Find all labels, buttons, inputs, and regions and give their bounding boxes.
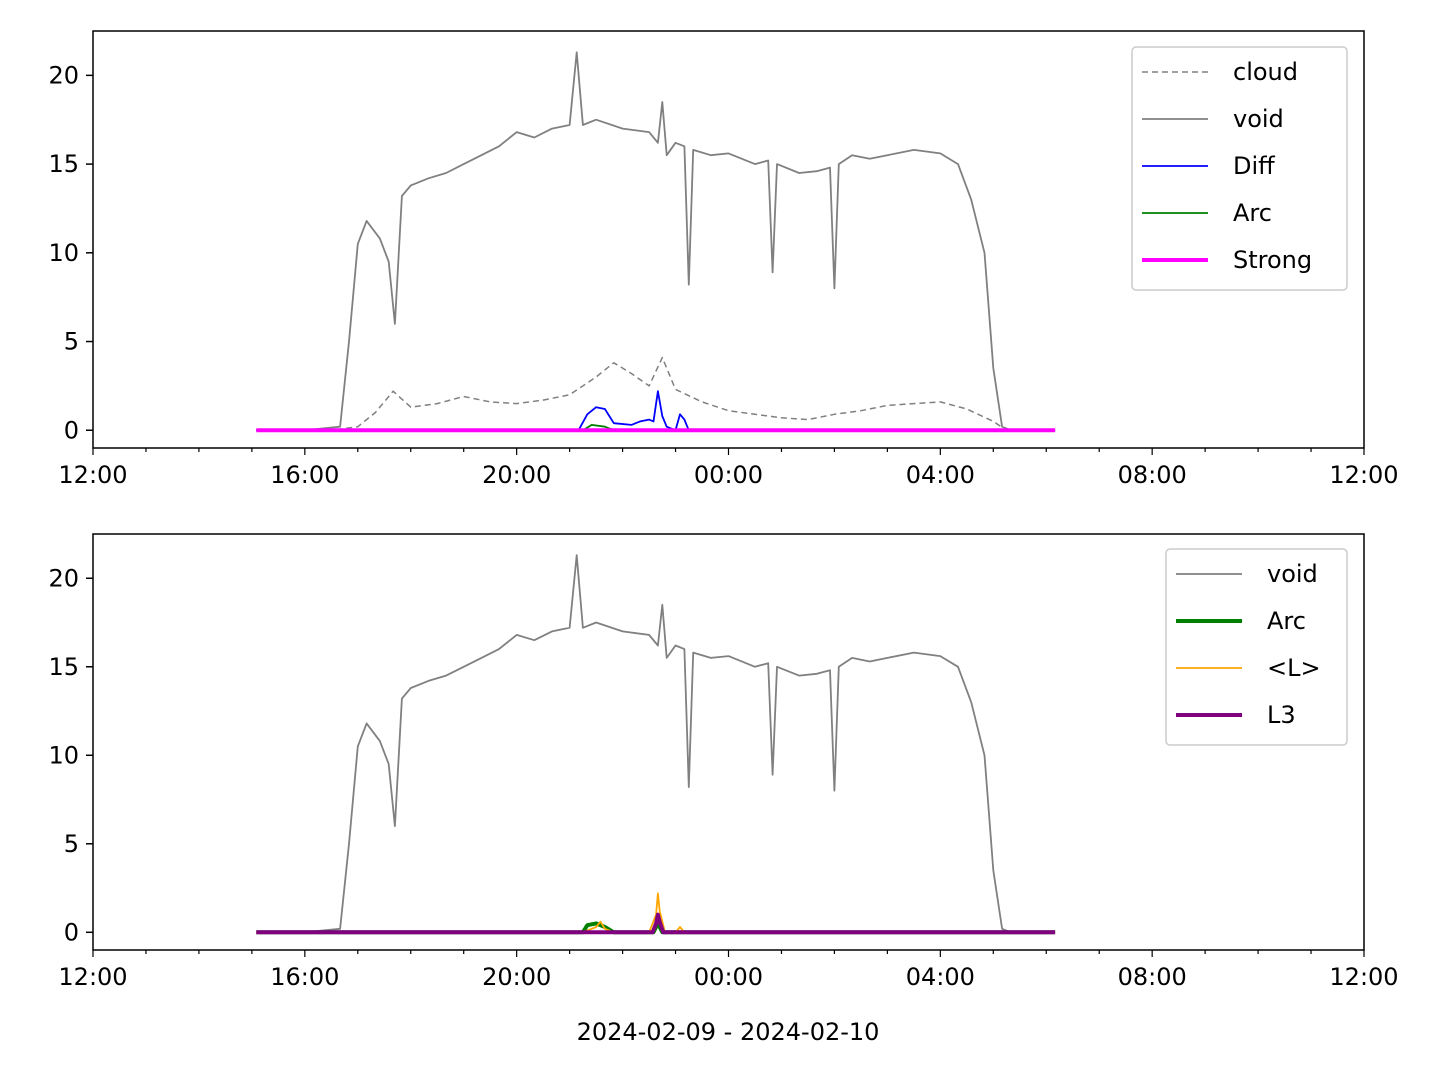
bottom-legend-label-arc: Arc (1267, 607, 1306, 635)
top-x-tick-label: 12:00 (1329, 461, 1398, 489)
bottom-y-tick-label: 20 (48, 564, 79, 592)
bottom-x-tick-label: 12:00 (1329, 963, 1398, 991)
bottom-x-tick-label: 20:00 (482, 963, 551, 991)
bottom-series-l3-line (256, 912, 1056, 935)
top-legend: cloud void Diff Arc Strong (1131, 46, 1348, 291)
top-legend-label-diff: Diff (1233, 152, 1275, 180)
bottom-y-tick-label: 5 (64, 830, 79, 858)
top-legend-box (1131, 46, 1348, 291)
bottom-y-ticks: 0 5 10 15 20 (48, 564, 93, 946)
top-x-tick-label: 00:00 (694, 461, 763, 489)
top-series-layer (256, 51, 1056, 433)
top-x-ticks: 12:00 16:00 20:00 00:00 04:00 08:00 12:00 (58, 448, 1399, 489)
top-y-tick-label: 10 (48, 239, 79, 267)
bottom-x-tick-label: 04:00 (906, 963, 975, 991)
top-y-ticks: 0 5 10 15 20 (48, 61, 93, 444)
bottom-y-tick-label: 15 (48, 653, 79, 681)
bottom-legend-box (1165, 548, 1348, 746)
top-x-tick-label: 08:00 (1118, 461, 1187, 489)
bottom-x-tick-label: 08:00 (1118, 963, 1187, 991)
top-y-tick-label: 15 (48, 150, 79, 178)
top-x-tick-label: 16:00 (270, 461, 339, 489)
top-x-tick-label: 04:00 (906, 461, 975, 489)
bottom-series-layer (256, 554, 1056, 935)
bottom-x-tick-label: 00:00 (694, 963, 763, 991)
bottom-x-tick-label: 16:00 (270, 963, 339, 991)
bottom-y-tick-label: 0 (64, 918, 79, 946)
top-y-tick-label: 5 (64, 328, 79, 356)
top-y-tick-label: 20 (48, 61, 79, 89)
bottom-x-tick-label: 12:00 (58, 963, 127, 991)
top-legend-label-arc: Arc (1233, 199, 1272, 227)
top-x-tick-label: 20:00 (482, 461, 551, 489)
bottom-legend-label-void: void (1267, 560, 1318, 588)
top-legend-label-cloud: cloud (1233, 58, 1298, 86)
top-series-cloud-line (256, 356, 1056, 432)
top-legend-label-void: void (1233, 105, 1284, 133)
bottom-x-ticks: 12:00 16:00 20:00 00:00 04:00 08:00 12:00 (58, 950, 1399, 991)
bottom-series-void-line (256, 554, 1056, 934)
x-axis-label: 2024-02-09 - 2024-02-10 (577, 1018, 880, 1046)
top-y-tick-label: 0 (64, 416, 79, 444)
top-x-tick-label: 12:00 (58, 461, 127, 489)
top-series-void-line (256, 51, 1056, 432)
bottom-legend-label-l3: L3 (1267, 701, 1296, 729)
bottom-legend: void Arc <L> L3 (1165, 548, 1348, 746)
bottom-legend-label-l: <L> (1267, 654, 1321, 682)
top-legend-label-strong: Strong (1233, 246, 1312, 274)
top-series-diff-line (256, 390, 1056, 432)
bottom-y-tick-label: 10 (48, 741, 79, 769)
bottom-series-l-line (256, 892, 1056, 934)
